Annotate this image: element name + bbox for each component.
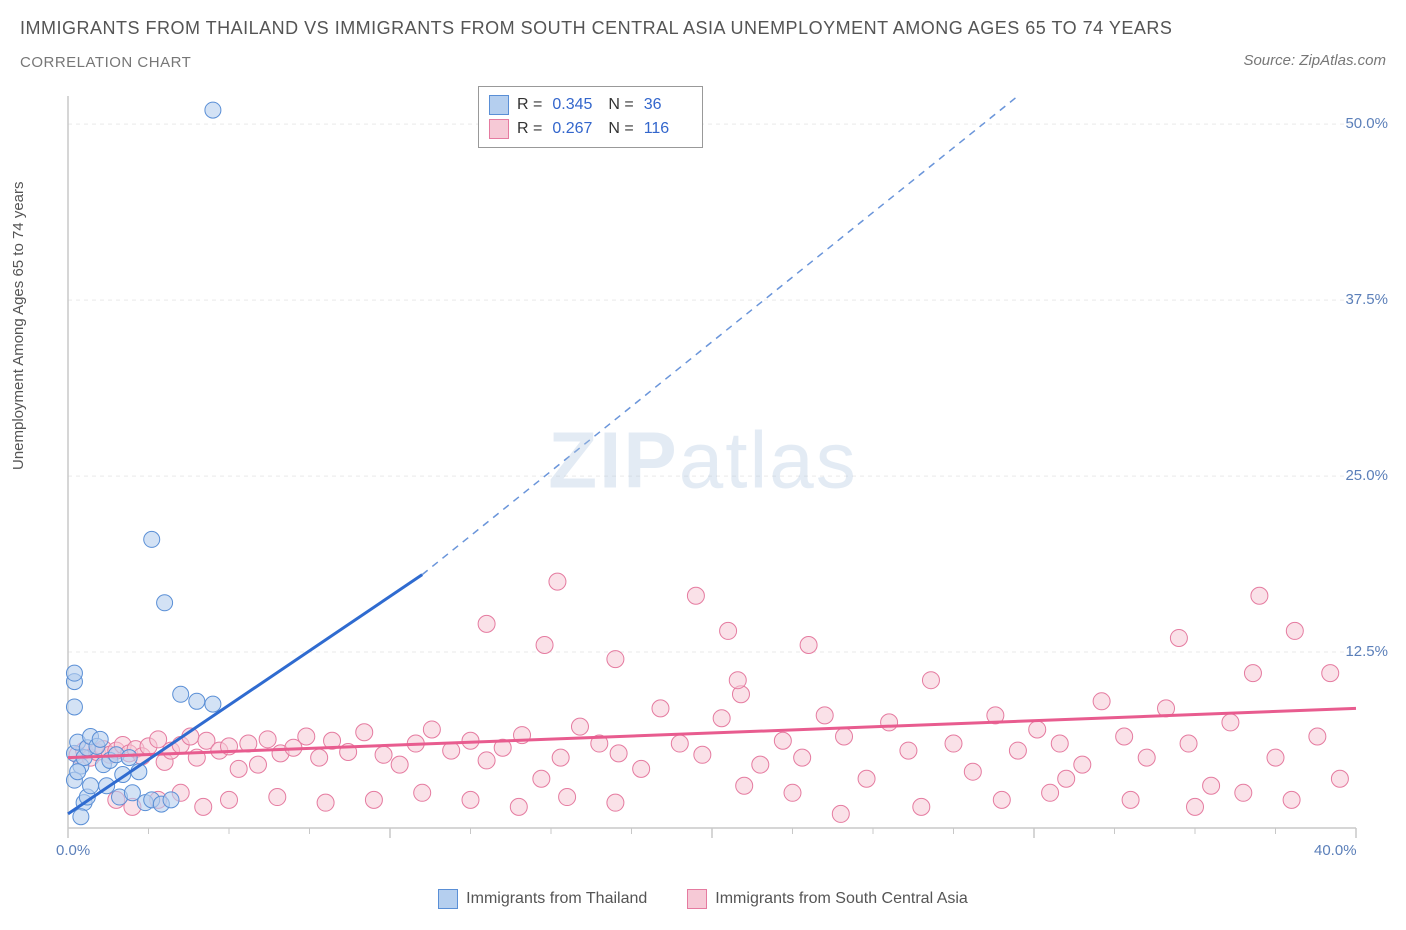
- stats-legend: R =0.345N =36R =0.267N =116: [478, 86, 703, 148]
- x-tick-label: 40.0%: [1314, 842, 1357, 859]
- legend-bottom: Immigrants from Thailand Immigrants from …: [0, 889, 1406, 914]
- legend-item: Immigrants from South Central Asia: [687, 889, 968, 909]
- legend-item: Immigrants from Thailand: [438, 889, 647, 909]
- page-subtitle: CORRELATION CHART: [20, 54, 191, 71]
- x-tick-label: 0.0%: [56, 842, 90, 859]
- y-axis-label: Unemployment Among Ages 65 to 74 years: [10, 181, 27, 470]
- correlation-chart: [58, 86, 1386, 858]
- y-tick-label: 12.5%: [1345, 643, 1388, 660]
- source-attribution: Source: ZipAtlas.com: [1243, 52, 1386, 69]
- y-tick-label: 50.0%: [1345, 115, 1388, 132]
- y-tick-label: 37.5%: [1345, 291, 1388, 308]
- page-title: IMMIGRANTS FROM THAILAND VS IMMIGRANTS F…: [20, 18, 1172, 39]
- y-tick-label: 25.0%: [1345, 467, 1388, 484]
